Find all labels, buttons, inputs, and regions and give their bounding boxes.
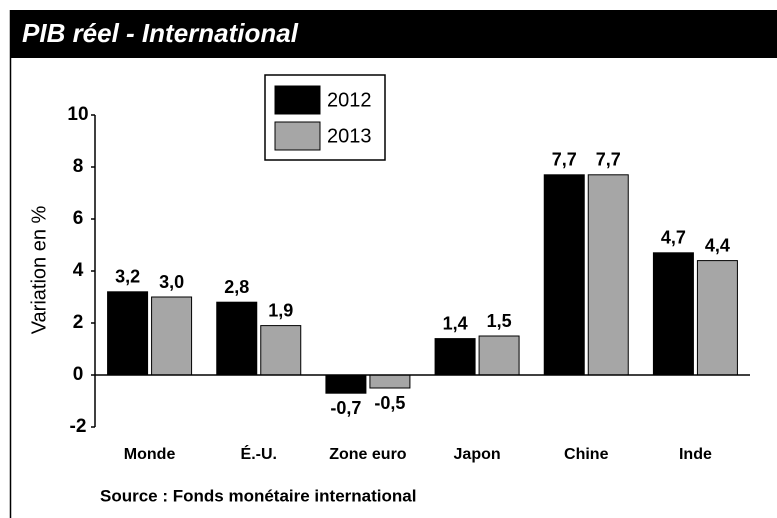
y-tick-label: 2 xyxy=(73,312,84,333)
bar xyxy=(478,335,520,376)
y-tick-label: 10 xyxy=(67,104,88,125)
x-tick-label: Chine xyxy=(564,446,609,463)
y-tick-label: -2 xyxy=(70,416,87,437)
data-label: 2,8 xyxy=(224,277,249,297)
data-label: 1,5 xyxy=(487,311,512,331)
x-tick-label: Japon xyxy=(454,446,501,463)
bar xyxy=(696,260,738,376)
y-tick-label: 0 xyxy=(73,364,84,385)
bar xyxy=(587,174,629,376)
data-label: 7,7 xyxy=(552,150,577,170)
bar xyxy=(216,301,258,376)
data-label: 3,0 xyxy=(159,272,184,292)
y-tick-label: 8 xyxy=(73,156,84,177)
bar xyxy=(369,374,411,389)
data-label: -0,5 xyxy=(374,393,405,413)
data-label: 1,9 xyxy=(268,300,293,320)
x-tick-label: Inde xyxy=(679,446,712,463)
bar xyxy=(652,252,694,376)
data-label: -0,7 xyxy=(330,398,361,418)
legend-swatch xyxy=(274,85,321,115)
x-tick-label: Monde xyxy=(124,446,176,463)
data-label: 3,2 xyxy=(115,267,140,287)
bar xyxy=(325,374,367,394)
x-tick-label: Zone euro xyxy=(329,446,407,463)
x-tick-label: É.-U. xyxy=(241,444,277,463)
bar xyxy=(434,338,476,376)
bar xyxy=(151,296,193,376)
y-tick-label: 4 xyxy=(73,260,84,281)
data-label: 4,4 xyxy=(705,235,730,255)
data-label: 1,4 xyxy=(443,313,468,333)
data-label: 7,7 xyxy=(596,150,621,170)
legend-label: 2013 xyxy=(327,125,372,147)
y-axis-label: Variation en % xyxy=(28,205,50,334)
legend-swatch xyxy=(274,121,321,151)
bar xyxy=(543,174,585,376)
bar xyxy=(260,325,302,376)
chart-title: PIB réel - International xyxy=(22,18,299,48)
bar xyxy=(107,291,149,376)
legend-label: 2012 xyxy=(327,89,372,111)
data-label: 4,7 xyxy=(661,228,686,248)
header-bar xyxy=(10,10,777,58)
y-tick-label: 6 xyxy=(73,208,84,229)
source-note: Source : Fonds monétaire international xyxy=(100,486,416,505)
